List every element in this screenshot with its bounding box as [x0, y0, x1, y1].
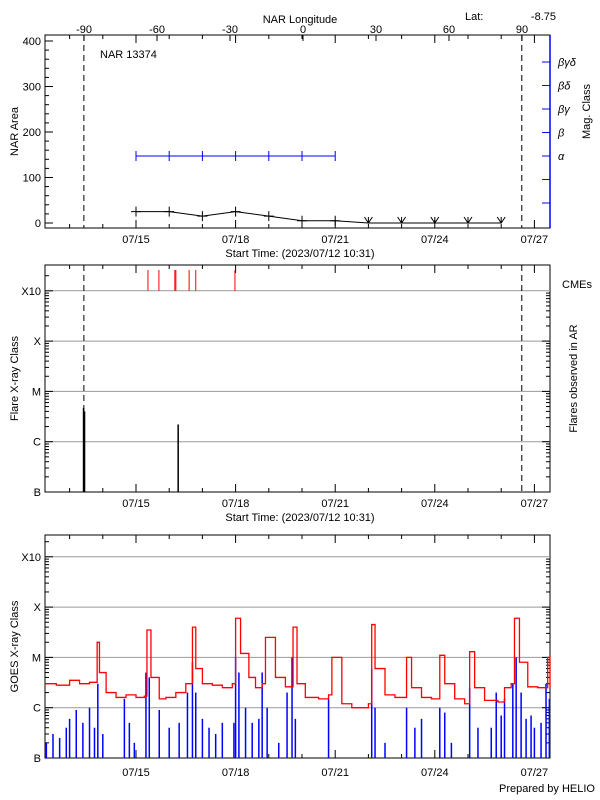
y-tick-label: X	[34, 602, 42, 614]
x-tick-label: 07/24	[421, 767, 449, 779]
area-panel-frame	[44, 34, 551, 229]
x-axis-title: Start Time: (2023/07/12 10:31)	[225, 512, 374, 524]
x-tick-label: 07/21	[321, 767, 349, 779]
x-tick-label: 07/15	[122, 498, 150, 510]
mag-tick-label: α	[558, 151, 565, 163]
y-axis-title: GOES X-ray Class	[9, 600, 21, 692]
prepared-by-credit: Prepared by HELIO	[499, 783, 595, 795]
lon-tick-label: -30	[222, 24, 238, 36]
x-tick-label: 07/24	[421, 498, 449, 510]
lon-tick-label: 30	[370, 24, 382, 36]
area-point	[297, 215, 307, 226]
area-point	[263, 211, 274, 222]
area-zero-marker	[463, 216, 473, 224]
y-tick-label: B	[34, 753, 41, 765]
area-zero-marker	[496, 216, 506, 224]
y-tick-label: 0	[35, 218, 41, 230]
area-point	[230, 206, 241, 217]
y-axis-title: Flare X-ray Class	[9, 336, 21, 421]
x-tick-label: 07/27	[521, 498, 549, 510]
panel-1-frame	[44, 264, 551, 493]
x-tick-label: 07/18	[222, 767, 250, 779]
lat-value: -8.75	[531, 11, 556, 23]
cme-label: CMEs	[562, 279, 592, 291]
mag-tick-label: βγ	[557, 104, 571, 116]
area-point	[131, 206, 141, 217]
y-tick-label: 300	[23, 82, 41, 94]
area-line	[136, 211, 502, 224]
y-tick-label: M	[32, 386, 41, 398]
x-tick-label: 07/15	[122, 234, 150, 246]
lon-tick-label: 60	[443, 24, 455, 36]
x-tick-label: 07/18	[222, 234, 250, 246]
mag-tick-label: β	[557, 128, 565, 140]
x-tick-label: 07/18	[222, 498, 250, 510]
lon-tick-label: -60	[149, 24, 165, 36]
x-tick-label: 07/24	[421, 234, 449, 246]
x-tick-label: 07/27	[521, 767, 549, 779]
top-axis-title: NAR Longitude	[263, 14, 338, 26]
x-tick-label: 07/21	[321, 498, 349, 510]
y-tick-label: M	[32, 652, 41, 664]
y-tick-label: 200	[23, 127, 41, 139]
y-axis-title: NAR Area	[9, 106, 21, 156]
right-axis-title: Flares observed in AR	[568, 324, 580, 432]
area-zero-marker	[397, 216, 407, 224]
area-zero-marker	[430, 216, 440, 224]
y-tick-label: X	[34, 336, 42, 348]
lat-label: Lat:	[465, 11, 483, 23]
panel-2-frame	[44, 534, 551, 759]
y-tick-label: X10	[21, 552, 41, 564]
y-tick-label: 400	[23, 36, 41, 48]
area-zero-marker	[363, 216, 373, 224]
y-tick-label: C	[33, 437, 41, 449]
lon-tick-label: 90	[516, 24, 528, 36]
y-tick-label: X10	[21, 286, 41, 298]
x-tick-label: 07/15	[122, 767, 150, 779]
area-point	[164, 206, 175, 217]
area-point	[197, 211, 208, 222]
goes-long-line	[45, 617, 551, 709]
x-tick-label: 07/21	[321, 234, 349, 246]
lon-tick-label: 0	[300, 24, 306, 36]
mag-axis-title: Mag. Class	[581, 83, 593, 139]
y-tick-label: 100	[23, 173, 41, 185]
area-point	[330, 215, 341, 226]
x-axis-title: Start Time: (2023/07/12 10:31)	[225, 248, 374, 260]
y-tick-label: B	[34, 487, 41, 499]
mag-tick-label: βδ	[557, 81, 571, 93]
y-tick-label: C	[33, 703, 41, 715]
lon-tick-label: -90	[76, 24, 92, 36]
mag-tick-label: βγδ	[557, 57, 577, 69]
x-tick-label: 07/27	[521, 234, 549, 246]
region-title: NAR 13374	[100, 49, 157, 61]
